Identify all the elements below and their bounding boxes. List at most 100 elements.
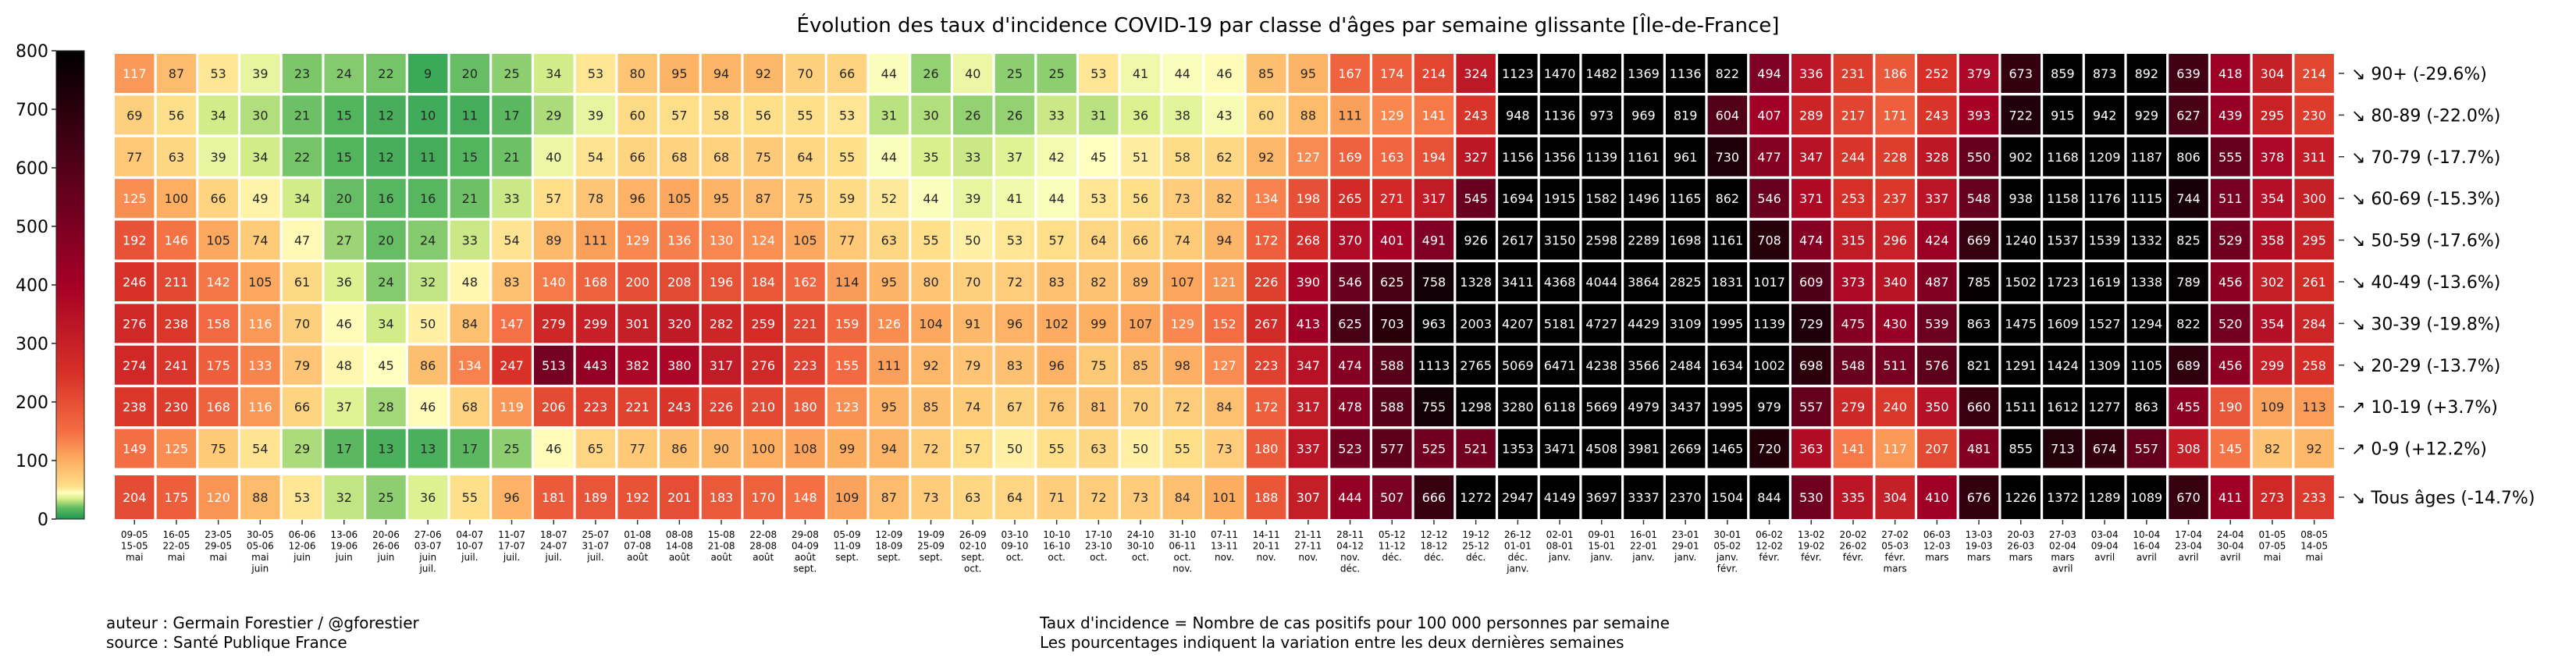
cell-value: 217	[1841, 108, 1866, 123]
cell-value: 53	[588, 66, 603, 81]
cell-value: 130	[710, 233, 734, 248]
heatmap-cell	[911, 387, 951, 427]
heatmap-cell	[617, 220, 657, 260]
cell-value: 223	[1254, 358, 1279, 373]
cell-value: 411	[2218, 490, 2243, 505]
heatmap-cell	[1875, 475, 1915, 519]
heatmap-cell	[240, 387, 280, 427]
heatmap-cell	[1162, 304, 1202, 343]
heatmap-cell	[240, 137, 280, 176]
x-tick-label: 06-02	[1756, 529, 1783, 540]
cell-value: 822	[2176, 316, 2201, 331]
heatmap-cell	[366, 262, 406, 301]
heatmap-cell	[2001, 345, 2041, 385]
x-tick-label: 03-07	[415, 541, 442, 552]
cell-value: 354	[2261, 191, 2285, 206]
cell-value: 689	[2176, 358, 2201, 373]
cell-value: 3437	[1670, 400, 1702, 414]
row-label: ↘ Tous âges (-14.7%)	[2351, 489, 2535, 508]
heatmap-cell	[1079, 220, 1119, 260]
x-tick-label: déc.	[1508, 552, 1528, 563]
heatmap-cell	[2043, 95, 2083, 135]
x-tick-label: 05-02	[1713, 541, 1741, 552]
heatmap-cell	[575, 220, 616, 260]
cell-value: 379	[1967, 66, 1991, 81]
heatmap-cell	[1414, 95, 1454, 135]
heatmap-cell	[492, 475, 532, 519]
cell-value: 85	[1133, 358, 1148, 373]
cell-value: 1298	[1460, 400, 1492, 414]
cell-value: 34	[294, 191, 310, 206]
heatmap-cell	[2001, 137, 2041, 176]
cell-value: 825	[2176, 233, 2201, 248]
x-tick-label: mars	[1967, 552, 1991, 563]
heatmap-cell	[1246, 137, 1286, 176]
heatmap-cell	[2126, 262, 2167, 301]
cell-value: 240	[1883, 400, 1907, 414]
cell-value: 243	[1925, 108, 1949, 123]
heatmap-cell	[1665, 429, 1706, 468]
heatmap-cell	[407, 262, 448, 301]
cell-value: 521	[1464, 442, 1488, 457]
footer-right: Taux d'incidence = Nombre de cas positif…	[1040, 614, 1670, 653]
cell-value: 36	[420, 490, 436, 505]
cell-value: 279	[1841, 400, 1866, 414]
x-tick-label: 16-04	[2133, 541, 2160, 552]
cell-value: 85	[1258, 66, 1274, 81]
heatmap-cell	[1959, 262, 1999, 301]
heatmap-cell	[2043, 429, 2083, 468]
cell-value: 43	[1216, 108, 1232, 123]
cell-value: 141	[1422, 108, 1446, 123]
heatmap-cell	[660, 304, 699, 343]
heatmap-cell	[827, 95, 867, 135]
heatmap-cell	[450, 429, 490, 468]
heatmap-cell	[2169, 475, 2208, 519]
cell-value: 1105	[2130, 358, 2162, 373]
cell-value: 475	[1841, 316, 1866, 331]
cell-value: 84	[1216, 400, 1232, 414]
cell-value: 111	[1338, 108, 1362, 123]
cell-value: 9	[424, 66, 432, 81]
heatmap-cell	[2169, 387, 2208, 427]
heatmap-cell	[240, 95, 280, 135]
heatmap-cell	[1414, 387, 1454, 427]
x-tick-label: 25-07	[582, 529, 610, 540]
cell-value: 328	[1925, 150, 1949, 165]
cell-value: 94	[1216, 233, 1232, 248]
heatmap-cell	[1372, 304, 1412, 343]
heatmap-cell	[1707, 54, 1748, 93]
cell-value: 129	[1380, 108, 1404, 123]
heatmap-cell	[1624, 262, 1663, 301]
cell-value: 241	[165, 358, 189, 373]
heatmap-cell	[2001, 475, 2041, 519]
heatmap-cell	[1959, 345, 1999, 385]
x-tick-label: 30-01	[1713, 529, 1741, 540]
heatmap-cell	[366, 345, 406, 385]
heatmap-cell	[407, 345, 448, 385]
row-label: ↗ 10-19 (+3.7%)	[2351, 398, 2498, 418]
x-tick-label: sept.	[794, 564, 817, 574]
cell-value: 49	[252, 191, 268, 206]
row-label: ↘ 40-49 (-13.6%)	[2351, 273, 2500, 293]
cell-value: 550	[1967, 150, 1991, 165]
heatmap-cell	[1582, 304, 1621, 343]
heatmap-cell	[1917, 345, 1957, 385]
colorbar-tick-label: 300	[16, 335, 48, 354]
x-tick-label: 04-09	[792, 541, 819, 552]
cell-value: 66	[210, 191, 226, 206]
heatmap-cell	[282, 95, 322, 135]
x-tick-label: juil.	[503, 552, 520, 563]
x-tick-label: 19-09	[917, 529, 945, 540]
heatmap-cell	[2126, 475, 2167, 519]
heatmap-cell	[1456, 54, 1496, 93]
heatmap-cell	[1162, 387, 1202, 427]
cell-value: 407	[1757, 108, 1781, 123]
cell-value: 1338	[2130, 275, 2162, 290]
heatmap-cell	[1288, 262, 1329, 301]
heatmap-cell	[2001, 304, 2041, 343]
cell-value: 50	[1007, 442, 1023, 457]
heatmap-cell	[1162, 429, 1202, 468]
heatmap-cell	[1414, 429, 1454, 468]
cell-value: 53	[839, 108, 855, 123]
x-tick-label: mars	[1925, 552, 1948, 563]
